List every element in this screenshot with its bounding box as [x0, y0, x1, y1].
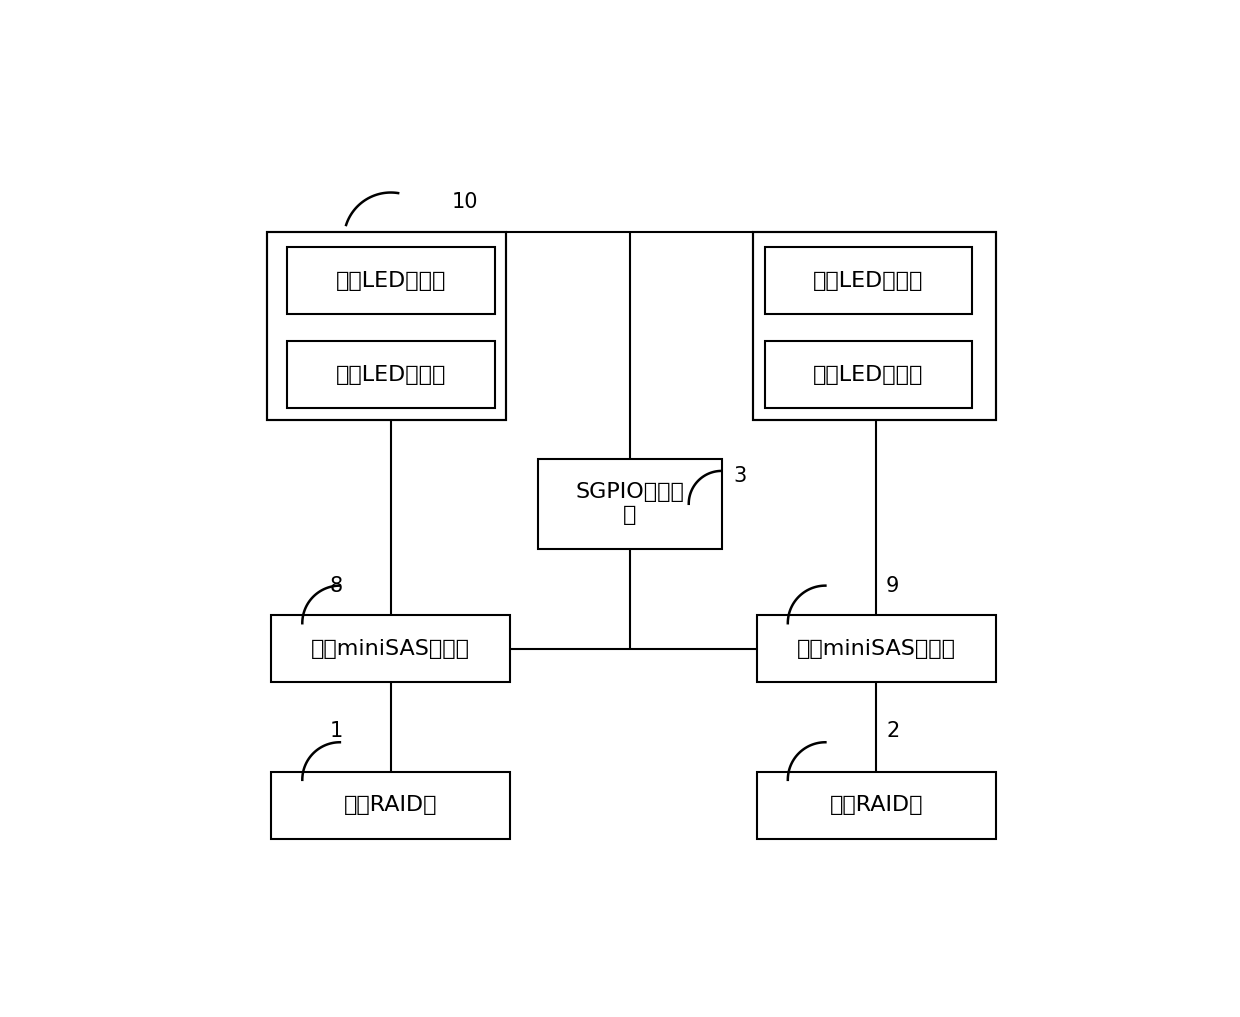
- Text: 1: 1: [330, 721, 343, 740]
- Text: 第一RAID卡: 第一RAID卡: [343, 795, 438, 816]
- Bar: [272, 615, 510, 682]
- Text: 硬盘LED指示灯: 硬盘LED指示灯: [813, 271, 924, 291]
- Text: 第一miniSAS连接器: 第一miniSAS连接器: [311, 639, 470, 659]
- Text: 3: 3: [733, 466, 746, 486]
- Bar: [268, 232, 506, 420]
- Text: 第二RAID卡: 第二RAID卡: [830, 795, 923, 816]
- Text: 9: 9: [887, 576, 899, 596]
- Text: 硬盘LED指示灯: 硬盘LED指示灯: [336, 364, 446, 384]
- Bar: [765, 342, 972, 408]
- Bar: [765, 247, 972, 314]
- Text: 第二miniSAS连接器: 第二miniSAS连接器: [797, 639, 956, 659]
- Bar: [538, 459, 722, 549]
- Text: 2: 2: [887, 721, 899, 740]
- Bar: [756, 615, 996, 682]
- Text: 硬盘LED指示灯: 硬盘LED指示灯: [813, 364, 924, 384]
- Bar: [272, 772, 510, 839]
- Text: 10: 10: [451, 192, 477, 213]
- Text: SGPIO控制芯
片: SGPIO控制芯 片: [575, 482, 684, 526]
- Text: 8: 8: [330, 576, 343, 596]
- Bar: [286, 247, 495, 314]
- Bar: [753, 232, 996, 420]
- Bar: [268, 232, 506, 420]
- Bar: [286, 342, 495, 408]
- Text: 硬盘LED指示灯: 硬盘LED指示灯: [336, 271, 446, 291]
- Bar: [756, 772, 996, 839]
- Bar: [753, 232, 996, 420]
